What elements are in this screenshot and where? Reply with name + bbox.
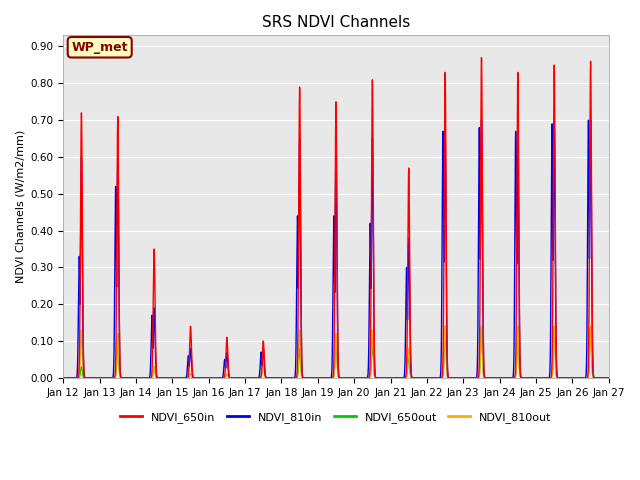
NDVI_810in xyxy=(603,375,611,381)
NDVI_810in xyxy=(477,118,485,123)
NDVI_650in xyxy=(603,375,611,381)
NDVI_810out xyxy=(603,375,611,381)
NDVI_650out xyxy=(603,375,611,381)
NDVI_810out xyxy=(60,375,67,381)
Line: NDVI_810in: NDVI_810in xyxy=(63,120,609,378)
Title: SRS NDVI Channels: SRS NDVI Channels xyxy=(262,15,410,30)
NDVI_810out xyxy=(264,375,271,381)
NDVI_650out xyxy=(60,375,67,381)
NDVI_810in xyxy=(170,375,178,381)
Line: NDVI_650in: NDVI_650in xyxy=(63,58,609,378)
NDVI_650in xyxy=(605,375,612,381)
NDVI_650out xyxy=(489,375,497,381)
NDVI_650in xyxy=(241,375,249,381)
NDVI_810in xyxy=(264,375,271,381)
NDVI_810in xyxy=(489,375,497,381)
NDVI_650in xyxy=(170,375,178,381)
Text: WP_met: WP_met xyxy=(72,41,128,54)
Legend: NDVI_650in, NDVI_810in, NDVI_650out, NDVI_810out: NDVI_650in, NDVI_810in, NDVI_650out, NDV… xyxy=(116,407,556,427)
Line: NDVI_810out: NDVI_810out xyxy=(63,326,609,378)
NDVI_650out xyxy=(168,375,176,381)
NDVI_650out xyxy=(264,375,271,381)
NDVI_810in xyxy=(605,375,612,381)
NDVI_810out xyxy=(442,324,449,329)
NDVI_810out xyxy=(168,375,176,381)
NDVI_810in xyxy=(412,375,419,381)
NDVI_810out xyxy=(412,375,419,381)
Line: NDVI_650out: NDVI_650out xyxy=(63,326,609,378)
NDVI_650in xyxy=(477,55,485,60)
NDVI_650out xyxy=(412,375,419,381)
NDVI_810out xyxy=(170,375,178,381)
NDVI_650in xyxy=(489,375,497,381)
Y-axis label: NDVI Channels (W/m2/mm): NDVI Channels (W/m2/mm) xyxy=(15,130,25,283)
NDVI_810out xyxy=(605,375,612,381)
NDVI_810out xyxy=(176,375,184,381)
NDVI_650out xyxy=(605,375,612,381)
NDVI_650in xyxy=(60,375,67,381)
NDVI_650out xyxy=(442,324,449,329)
NDVI_810in xyxy=(205,375,212,381)
NDVI_650in xyxy=(264,375,271,381)
NDVI_650in xyxy=(412,375,419,381)
NDVI_810in xyxy=(60,375,67,381)
NDVI_810out xyxy=(489,375,497,381)
NDVI_810in xyxy=(176,375,184,381)
NDVI_650out xyxy=(176,375,184,381)
NDVI_650out xyxy=(170,375,178,381)
NDVI_650in xyxy=(176,375,184,381)
